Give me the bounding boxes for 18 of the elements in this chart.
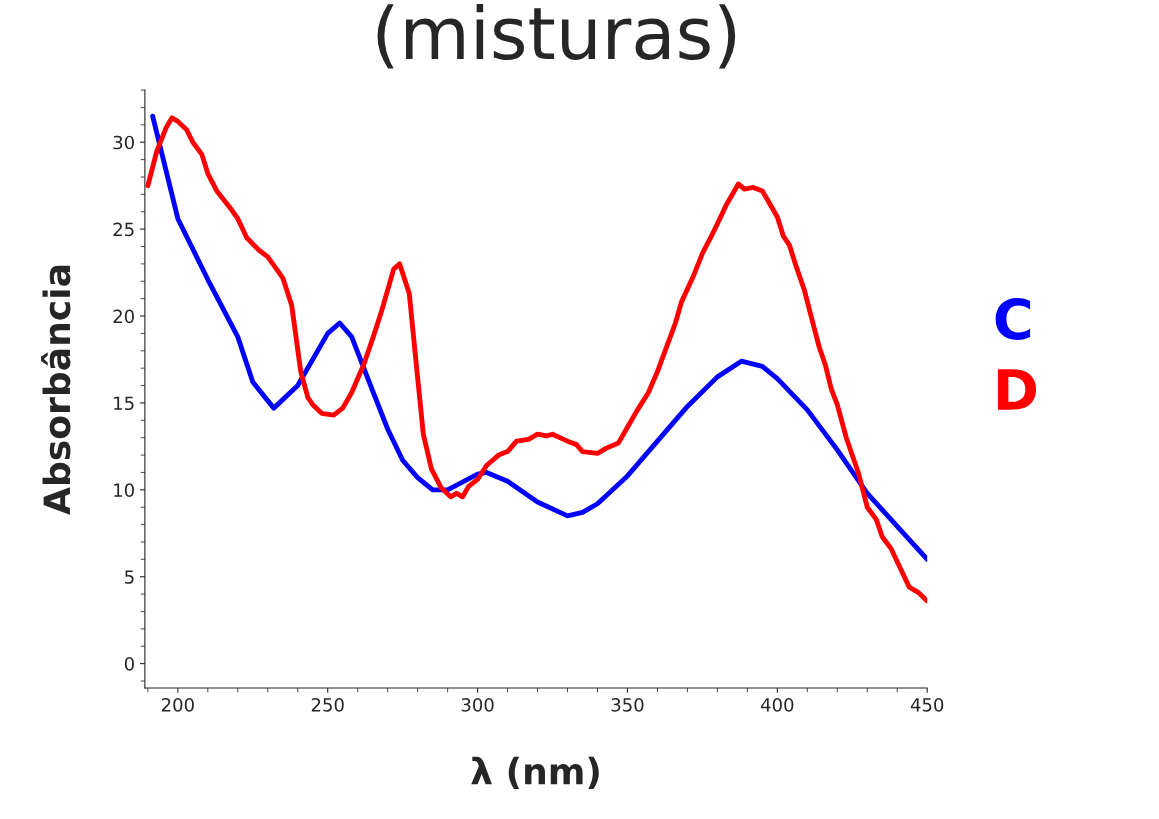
text: C [995, 298, 1031, 341]
x-tick-label: 200 [161, 698, 194, 712]
x-tick-label: 300 [461, 698, 494, 712]
y-tick-label: 10 [114, 483, 134, 497]
chart-title: (misturas) [377, 4, 736, 69]
x-axis-title: λ (nm) [471, 756, 599, 790]
y-axis-title: Absorbância [41, 265, 71, 515]
y-tick-label: 30 [113, 135, 134, 150]
x-tick-label: 350 [611, 698, 644, 712]
y-tick-label: 5 [125, 570, 134, 584]
x-tick-label: 250 [311, 698, 344, 712]
y-tick-label: 20 [113, 309, 134, 324]
x-tick-label: 400 [760, 698, 794, 712]
text: D [997, 369, 1037, 410]
y-tick-label: 15 [114, 396, 134, 411]
x-tick-label: 450 [910, 698, 944, 712]
y-tick-label: 0 [124, 657, 134, 671]
y-tick-label: 25 [113, 222, 134, 237]
